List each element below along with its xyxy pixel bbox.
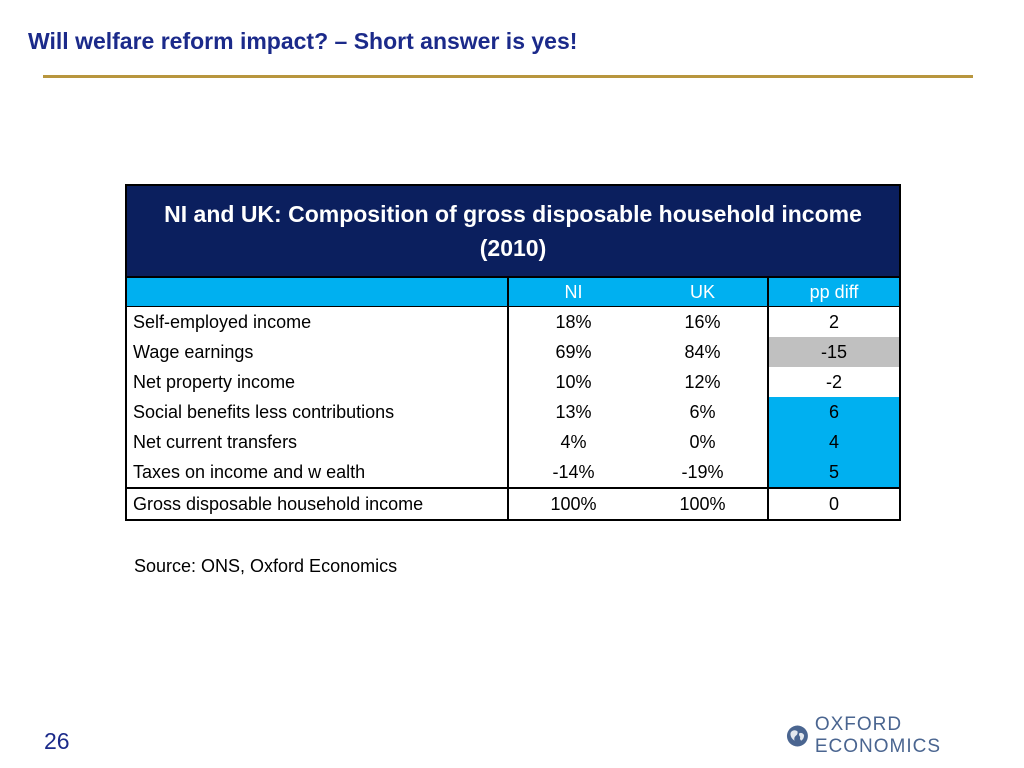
globe-icon xyxy=(786,725,808,747)
column-header-label xyxy=(125,277,509,307)
row-label: Self-employed income xyxy=(125,306,509,337)
source-note: Source: ONS, Oxford Economics xyxy=(134,556,398,576)
total-label: Gross disposable household income xyxy=(125,488,509,521)
table-header-row: NI UK pp diff xyxy=(125,277,902,307)
pp-diff-value: 5 xyxy=(766,457,902,489)
pp-diff-value: -15 xyxy=(766,337,902,367)
column-header-uk: UK xyxy=(638,277,768,307)
ni-value: 10% xyxy=(555,372,592,392)
gdhi-composition-table: NI and UK: Composition of gross disposab… xyxy=(124,184,902,521)
uk-value: 12% xyxy=(684,372,721,392)
column-header-ni: NI xyxy=(508,277,638,307)
row-label: Net current transfers xyxy=(125,427,509,457)
ni-value: 4% xyxy=(560,432,587,452)
ni-value: 13% xyxy=(555,402,592,422)
ni-value: -14% xyxy=(508,457,638,489)
pp-diff-value: -2 xyxy=(766,367,902,397)
table-row: Taxes on income and w ealth -14% -19% 5 xyxy=(125,457,902,489)
page-number: 26 xyxy=(44,728,70,754)
table-caption: NI and UK: Composition of gross disposab… xyxy=(124,184,902,278)
ni-value: 69% xyxy=(555,342,592,362)
row-label: Social benefits less contributions xyxy=(125,397,509,427)
row-label: Taxes on income and w ealth xyxy=(125,457,509,489)
uk-value: -19% xyxy=(638,457,768,489)
column-header-pp-diff: pp diff xyxy=(766,277,902,307)
slide-title: Will welfare reform impact? – Short answ… xyxy=(28,28,578,54)
uk-value: 84% xyxy=(684,342,721,362)
row-label: Wage earnings xyxy=(125,337,509,367)
total-ni-value: 100% xyxy=(508,488,638,521)
pp-diff-value: 6 xyxy=(766,397,902,427)
total-pp-diff-value: 0 xyxy=(766,488,902,521)
uk-value: 16% xyxy=(684,312,721,332)
ni-value: 18% xyxy=(555,312,592,332)
title-divider xyxy=(43,75,973,78)
oxford-economics-logo: OXFORD ECONOMICS xyxy=(786,714,1024,757)
pp-diff-value: 2 xyxy=(766,306,902,337)
uk-value: 0% xyxy=(689,432,716,452)
table-row: Social benefits less contributions 13% 6… xyxy=(125,397,902,427)
pp-diff-value: 4 xyxy=(766,427,902,457)
table-row: Self-employed income 18% 16% 2 xyxy=(125,306,902,337)
table-row: Net property income 10% 12% -2 xyxy=(125,367,902,397)
logo-text: OXFORD ECONOMICS xyxy=(814,714,942,757)
total-uk-value: 100% xyxy=(638,488,768,521)
gdhi-table-container: NI and UK: Composition of gross disposab… xyxy=(124,184,902,521)
table-total-row: Gross disposable household income 100% 1… xyxy=(125,488,902,521)
row-label: Net property income xyxy=(125,367,509,397)
table-row: Net current transfers 4% 0% 4 xyxy=(125,427,902,457)
table-row: Wage earnings 69% 84% -15 xyxy=(125,337,902,367)
uk-value: 6% xyxy=(689,402,716,422)
